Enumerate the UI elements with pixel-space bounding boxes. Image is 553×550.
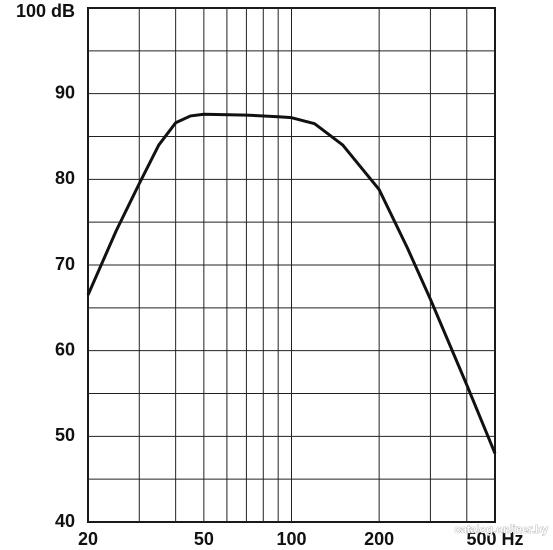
y-tick-label: 100 dB — [16, 1, 75, 21]
y-tick-label: 50 — [55, 425, 75, 445]
y-tick-label: 90 — [55, 82, 75, 102]
y-tick-label: 40 — [55, 511, 75, 531]
y-tick-label: 70 — [55, 254, 75, 274]
x-tick-label: 20 — [78, 529, 98, 549]
watermark: catalog.onliner.by — [454, 524, 548, 536]
x-tick-label: 500 Hz — [466, 529, 523, 549]
x-tick-label: 50 — [194, 529, 214, 549]
y-tick-label: 80 — [55, 168, 75, 188]
response-line — [86, 112, 497, 455]
x-tick-label: 200 — [364, 529, 394, 549]
y-tick-label: 60 — [55, 339, 75, 359]
x-tick-label: 100 — [276, 529, 306, 549]
